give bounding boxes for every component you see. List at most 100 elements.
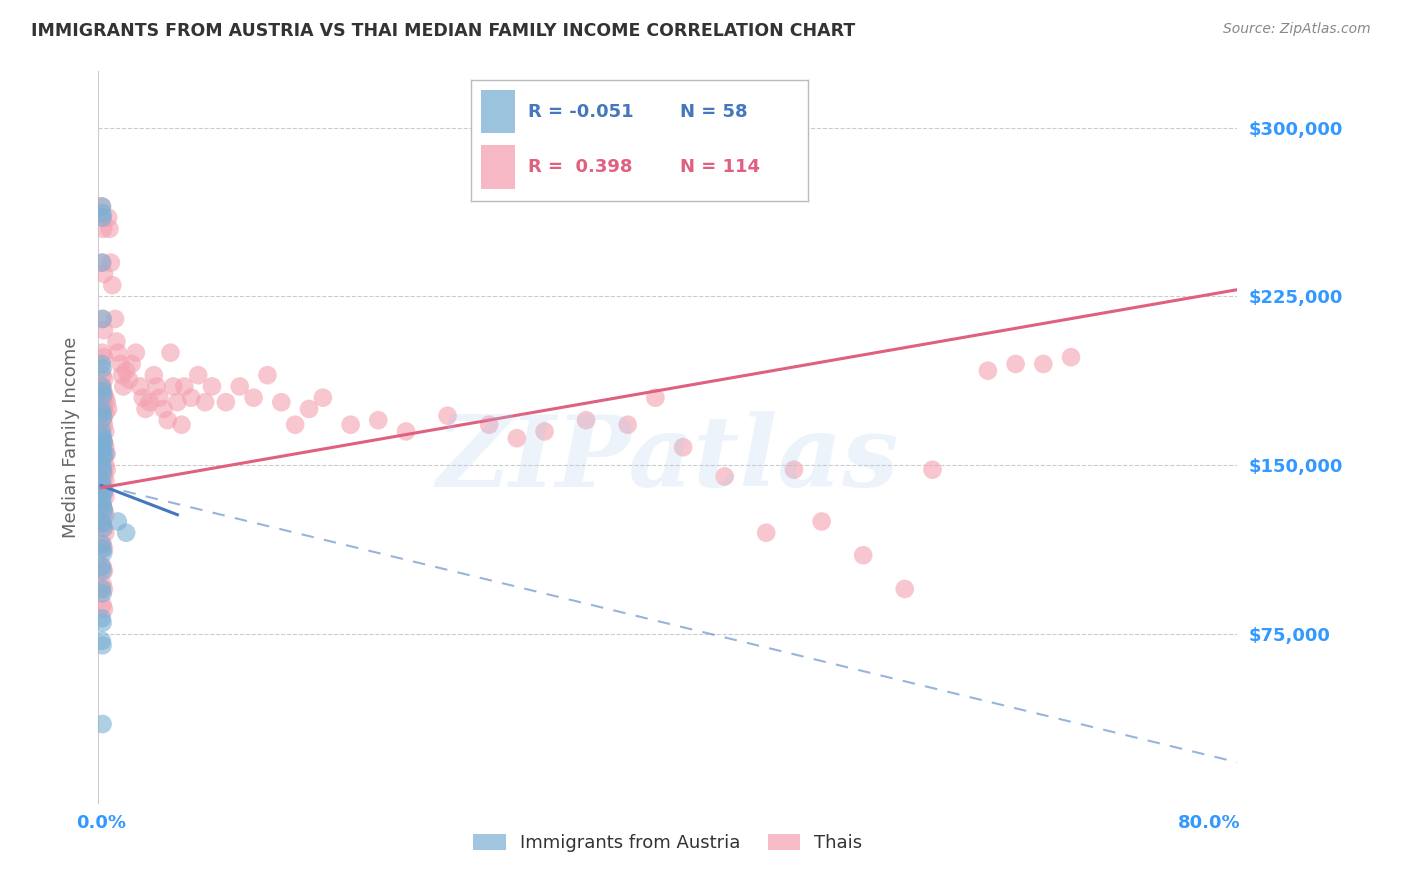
Point (97, 211, 120, 225)
Point (90, 611, 112, 625)
Point (107, 345, 129, 359)
Point (339, 417, 361, 432)
Point (156, 413, 179, 427)
Point (91, 564, 114, 578)
Point (91, 447, 114, 461)
Point (1032, 357, 1054, 371)
Point (91, 312, 114, 326)
Point (159, 345, 181, 359)
Point (91, 577, 114, 591)
Point (91, 206, 114, 220)
Point (91, 429, 114, 443)
Point (93, 267, 115, 281)
Point (91, 413, 114, 427)
Point (94, 447, 117, 461)
Point (91, 516, 114, 531)
Point (91, 431, 114, 445)
Point (93, 541, 115, 556)
Text: R = -0.051: R = -0.051 (529, 103, 634, 120)
Point (93, 323, 115, 337)
Point (118, 373, 141, 387)
Bar (481, 90, 515, 133)
Point (1004, 357, 1026, 371)
Point (90, 537, 112, 551)
Point (91, 496, 114, 510)
Legend: Immigrants from Austria, Thais: Immigrants from Austria, Thais (465, 827, 870, 860)
Point (91, 312, 114, 326)
Point (977, 364, 1000, 378)
Point (229, 379, 252, 393)
Point (105, 334, 128, 349)
Point (91, 384, 114, 398)
Point (166, 395, 188, 409)
Text: N = 58: N = 58 (681, 103, 748, 120)
Point (94, 525, 117, 540)
Point (93, 401, 115, 416)
Point (90, 199, 112, 213)
Point (91, 537, 114, 551)
Text: N = 114: N = 114 (681, 158, 761, 176)
Point (96, 447, 118, 461)
Point (111, 368, 134, 383)
Bar (481, 145, 515, 188)
Point (93, 521, 115, 535)
Point (94, 474, 117, 488)
Point (91, 255, 114, 269)
Point (533, 425, 555, 439)
Point (142, 368, 165, 383)
Point (93, 564, 115, 578)
Point (93, 451, 115, 466)
Point (894, 582, 917, 596)
Point (91, 345, 114, 359)
Point (107, 515, 129, 529)
Point (783, 463, 806, 477)
Point (180, 391, 202, 405)
Point (90, 425, 112, 439)
Point (672, 440, 695, 454)
Point (112, 379, 135, 393)
Point (94, 407, 117, 421)
Point (91, 481, 114, 495)
Point (90, 515, 112, 529)
Point (284, 417, 307, 432)
Point (90, 491, 112, 506)
Point (93, 386, 115, 401)
Point (194, 395, 217, 409)
Point (94, 391, 117, 405)
Point (93, 582, 115, 596)
Point (91, 388, 114, 402)
Point (90, 379, 112, 393)
Point (93, 417, 115, 432)
Point (713, 469, 735, 483)
Point (91, 434, 114, 448)
Point (93, 503, 115, 517)
Point (575, 413, 598, 427)
Point (201, 379, 224, 393)
Point (644, 391, 666, 405)
Point (135, 401, 157, 416)
Point (90, 474, 112, 488)
Point (101, 278, 124, 293)
Point (90, 199, 112, 213)
Point (100, 255, 122, 269)
Point (90, 458, 112, 473)
Point (90, 357, 112, 371)
Point (91, 379, 114, 393)
Point (91, 546, 114, 560)
Point (367, 413, 389, 427)
Point (242, 391, 264, 405)
Point (755, 525, 778, 540)
Point (125, 345, 148, 359)
Point (921, 463, 943, 477)
Point (436, 409, 458, 423)
Text: R =  0.398: R = 0.398 (529, 158, 633, 176)
Point (148, 391, 170, 405)
Point (91, 586, 114, 600)
Point (93, 469, 115, 483)
Point (91, 407, 114, 421)
Point (810, 515, 832, 529)
Text: IMMIGRANTS FROM AUSTRIA VS THAI MEDIAN FAMILY INCOME CORRELATION CHART: IMMIGRANTS FROM AUSTRIA VS THAI MEDIAN F… (31, 22, 855, 40)
Point (93, 485, 115, 500)
Point (110, 357, 132, 371)
Point (91, 521, 114, 535)
